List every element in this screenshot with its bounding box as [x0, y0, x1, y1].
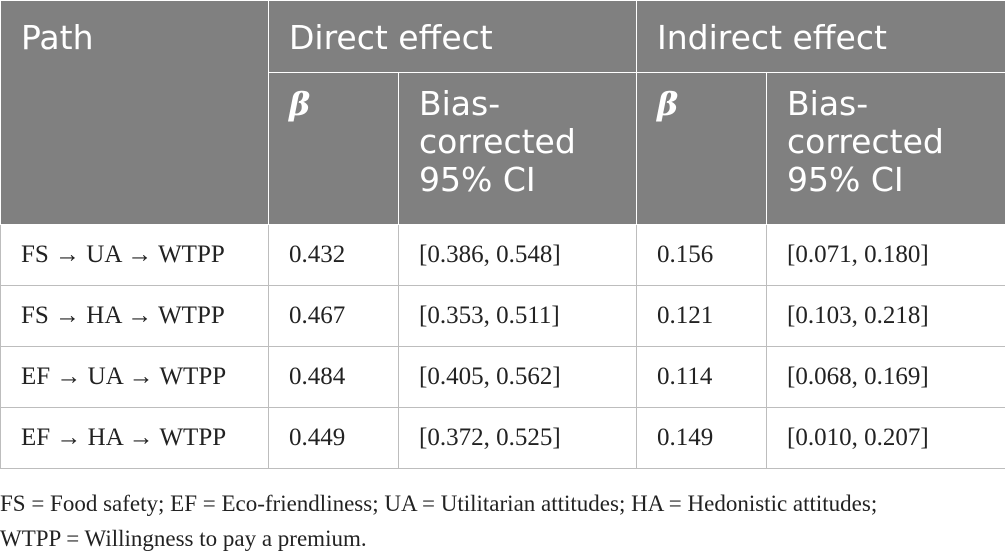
cell-indirect-ci: [0.071, 0.180]	[766, 224, 1005, 286]
cell-indirect-ci: [0.068, 0.169]	[766, 346, 1005, 408]
cell-indirect-beta: 0.114	[636, 346, 768, 408]
cell-indirect-beta: 0.149	[636, 407, 768, 469]
footnote-line-1: FS = Food safety; EF = Eco-friendliness;…	[0, 491, 878, 516]
table-row: EF → HA → WTPP 0.449 [0.372, 0.525] 0.14…	[0, 407, 1005, 469]
header-direct-ci: Bias-corrected 95% CI	[397, 72, 638, 225]
cell-indirect-ci: [0.103, 0.218]	[766, 285, 1005, 347]
cell-indirect-beta: 0.156	[636, 224, 768, 286]
header-indirect-ci: Bias-corrected 95% CI	[766, 72, 1005, 225]
cell-direct-beta: 0.449	[268, 407, 399, 469]
cell-path: EF → UA → WTPP	[0, 346, 269, 408]
cell-direct-beta: 0.467	[268, 285, 399, 347]
header-path: Path	[0, 0, 269, 225]
table-header: Path Direct effect Indirect effect β Bia…	[0, 0, 1005, 225]
table-row: FS → HA → WTPP 0.467 [0.353, 0.511] 0.12…	[0, 285, 1005, 347]
header-row-2: β Bias-corrected 95% CI β Bias-corrected…	[1, 72, 1005, 225]
footnote-line-2: WTPP = Willingness to pay a premium.	[0, 526, 367, 551]
header-row-1: Path Direct effect Indirect effect	[0, 0, 1005, 225]
header-direct-beta: β	[268, 72, 399, 225]
cell-path: FS → UA → WTPP	[0, 224, 269, 286]
effects-table: Path Direct effect Indirect effect β Bia…	[0, 0, 1005, 469]
table-row: FS → UA → WTPP 0.432 [0.386, 0.548] 0.15…	[0, 224, 1005, 286]
header-indirect-beta: β	[636, 72, 768, 225]
cell-path: FS → HA → WTPP	[0, 285, 269, 347]
cell-indirect-beta: 0.121	[636, 285, 768, 347]
header-indirect-effect: Indirect effect	[636, 0, 1005, 73]
cell-direct-ci: [0.372, 0.525]	[397, 407, 638, 469]
header-direct-effect: Direct effect	[267, 0, 638, 73]
table-body: FS → UA → WTPP 0.432 [0.386, 0.548] 0.15…	[0, 224, 1005, 469]
table-row: EF → UA → WTPP 0.484 [0.405, 0.562] 0.11…	[0, 346, 1005, 408]
cell-direct-beta: 0.484	[268, 346, 399, 408]
cell-direct-ci: [0.405, 0.562]	[397, 346, 638, 408]
cell-path: EF → HA → WTPP	[0, 407, 269, 469]
cell-direct-beta: 0.432	[268, 224, 399, 286]
cell-direct-ci: [0.353, 0.511]	[397, 285, 638, 347]
cell-direct-ci: [0.386, 0.548]	[397, 224, 638, 286]
table-footnote: FS = Food safety; EF = Eco-friendliness;…	[0, 486, 1005, 556]
cell-indirect-ci: [0.010, 0.207]	[766, 407, 1005, 469]
